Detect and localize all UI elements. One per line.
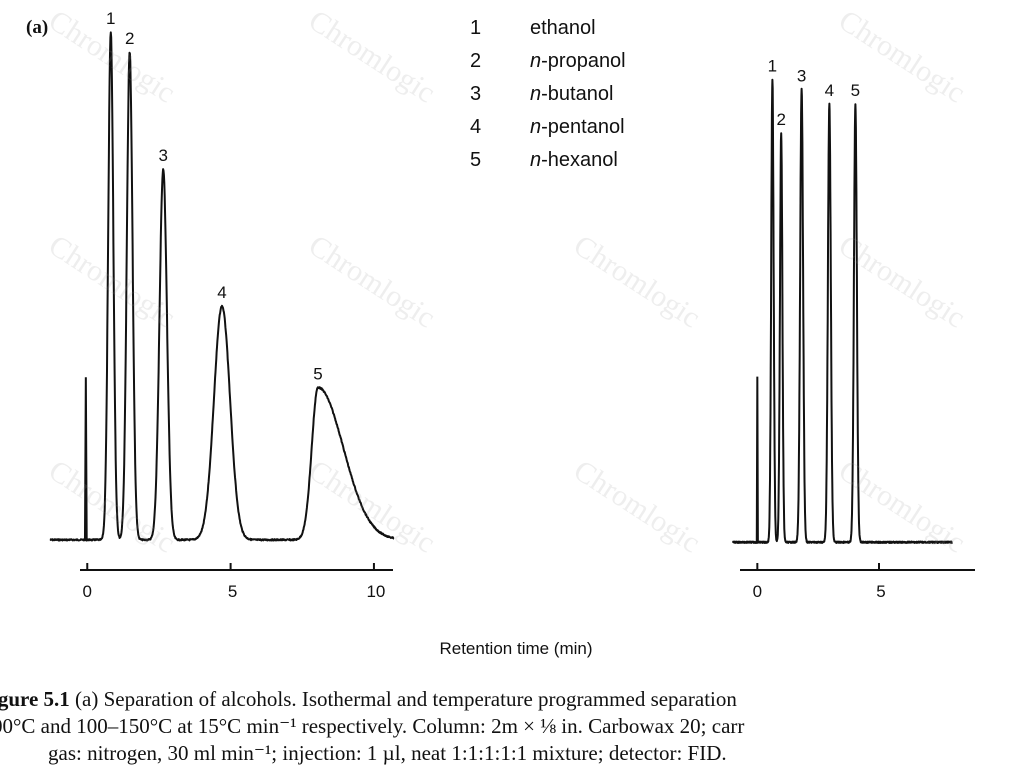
legend-number: 1 bbox=[470, 17, 482, 39]
peak-label: 3 bbox=[797, 66, 806, 85]
x-axis-title: Retention time (min) bbox=[439, 639, 593, 658]
legend-name: n-pentanol bbox=[530, 116, 625, 138]
legend-number: 5 bbox=[470, 149, 482, 171]
peak-label: 2 bbox=[776, 110, 785, 129]
caption-line-2: 00°C and 100–150°C at 15°C min⁻¹ respect… bbox=[0, 714, 745, 738]
x-tick-label: 5 bbox=[228, 582, 237, 601]
legend-item: 2 n-propanol bbox=[470, 45, 626, 78]
legend-item: 5 n-hexanol bbox=[470, 144, 626, 177]
x-tick-label: 0 bbox=[83, 582, 92, 601]
peak-label: 5 bbox=[851, 81, 860, 100]
injection-spike bbox=[755, 376, 759, 543]
legend-name: n-propanol bbox=[530, 50, 626, 72]
legend-item: 4 n-pentanol bbox=[470, 111, 626, 144]
legend-number: 3 bbox=[470, 83, 482, 105]
peak-label: 4 bbox=[825, 81, 834, 100]
x-tick-label: 0 bbox=[753, 582, 762, 601]
legend-number: 4 bbox=[470, 116, 482, 138]
legend-item: 3 n-butanol bbox=[470, 78, 626, 111]
legend: 1 ethanol 2 n-propanol 3 n-butanol 4 n-p… bbox=[470, 12, 626, 177]
legend-name: n-butanol bbox=[530, 83, 614, 105]
injection-spike bbox=[83, 377, 88, 540]
legend-item: 1 ethanol bbox=[470, 12, 626, 45]
x-tick-label: 5 bbox=[876, 582, 885, 601]
peak-label: 3 bbox=[158, 146, 167, 165]
legend-name: n-hexanol bbox=[530, 149, 618, 171]
legend-name: ethanol bbox=[530, 17, 596, 39]
peak-label: 5 bbox=[313, 364, 322, 383]
chromatogram-trace bbox=[732, 78, 953, 544]
caption-line-3: gas: nitrogen, 30 ml min⁻¹; injection: 1… bbox=[48, 741, 727, 765]
panel-label: (a) bbox=[26, 17, 49, 38]
caption-line-1: igure 5.1 (a) Separation of alcohols. Is… bbox=[0, 687, 737, 711]
x-tick-label: 10 bbox=[366, 582, 385, 601]
peak-label: 4 bbox=[217, 283, 226, 302]
legend-number: 2 bbox=[470, 50, 482, 72]
figure-caption: igure 5.1 (a) Separation of alcohols. Is… bbox=[0, 686, 1024, 767]
peak-label: 1 bbox=[768, 57, 777, 76]
chromatogram-trace bbox=[49, 31, 395, 542]
peak-label: 1 bbox=[106, 9, 115, 28]
peak-label: 2 bbox=[125, 29, 134, 48]
